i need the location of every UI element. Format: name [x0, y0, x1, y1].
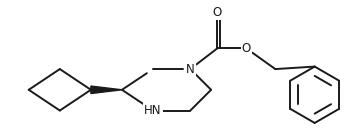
- Text: HN: HN: [144, 104, 162, 117]
- Text: O: O: [213, 6, 222, 19]
- Text: O: O: [242, 42, 251, 55]
- Polygon shape: [91, 86, 122, 94]
- Text: N: N: [186, 63, 195, 76]
